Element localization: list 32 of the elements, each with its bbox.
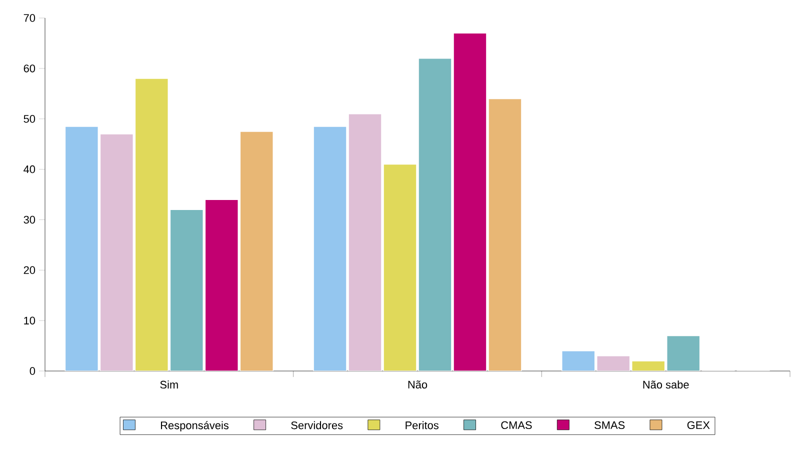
bar [383, 164, 417, 371]
bar [453, 32, 487, 371]
bar [666, 335, 700, 371]
legend-label: Servidores [291, 421, 343, 430]
bar [134, 78, 169, 371]
legend-label: Responsáveis [161, 421, 229, 432]
y-tick-label: 60 [24, 64, 36, 72]
bar [313, 126, 347, 371]
y-tick-label: 50 [24, 114, 36, 123]
y-tick-label: 70 [24, 14, 36, 22]
x-tick-label: Não [408, 380, 428, 388]
bar [240, 131, 274, 371]
y-tick-label: 10 [24, 316, 36, 324]
bar [596, 355, 630, 371]
legend-label: Peritos [406, 421, 438, 430]
bar [561, 350, 596, 371]
bar [170, 209, 204, 371]
x-tick-label: Sim [160, 380, 178, 389]
legend-label: GEX [687, 421, 710, 430]
y-tick-label: 40 [24, 165, 36, 174]
legend-label: CMAS [501, 421, 532, 430]
x-tick-label: Não sabe [643, 380, 689, 389]
y-tick-label: 30 [24, 216, 36, 224]
bar [100, 134, 134, 371]
y-tick-label: 20 [24, 266, 36, 274]
bar [204, 199, 239, 371]
bar [348, 113, 382, 371]
bar [488, 98, 522, 371]
bar [418, 58, 452, 371]
legend-label: SMAS [594, 421, 625, 430]
y-tick-label: 0 [30, 367, 36, 375]
bar [64, 126, 99, 371]
